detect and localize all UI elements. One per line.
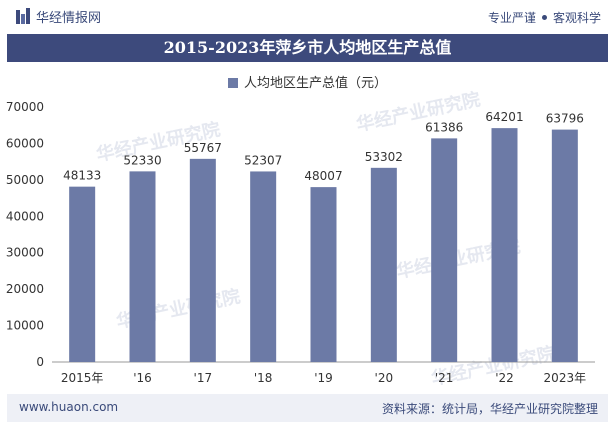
bar [491, 128, 518, 362]
y-tick-label: 40000 [6, 209, 44, 223]
data-label: 61386 [425, 120, 463, 134]
x-tick-label: '22 [495, 371, 514, 385]
bar [431, 138, 458, 362]
y-tick-label: 10000 [6, 319, 44, 333]
chart-legend: 人均地区生产总值（元） [0, 72, 615, 91]
chart-title: 2015-2023年萍乡市人均地区生产总值 [7, 34, 608, 62]
top-bar: 华经情报网 专业严谨 客观科学 [0, 0, 615, 34]
data-label: 48007 [304, 169, 342, 183]
brand-name: 华经情报网 [36, 11, 102, 26]
footer: www.huaon.com 资料来源：统计局，华经产业研究院整理 [7, 394, 608, 422]
bar [69, 186, 96, 362]
bar [250, 171, 277, 362]
data-label: 52307 [244, 153, 282, 167]
footer-url[interactable]: www.huaon.com [19, 400, 119, 414]
y-tick-label: 0 [36, 355, 44, 369]
tag-objective: 客观科学 [552, 11, 601, 25]
bar [189, 158, 216, 362]
bar [551, 129, 578, 362]
data-label: 55767 [184, 141, 222, 155]
logo-icon [16, 7, 30, 24]
bar [370, 167, 397, 362]
x-tick-label: '21 [435, 371, 454, 385]
brand[interactable]: 华经情报网 [16, 7, 101, 26]
data-label: 48133 [63, 169, 101, 183]
y-tick-label: 50000 [6, 173, 44, 187]
legend-swatch [227, 78, 238, 88]
bullet-icon [541, 15, 547, 20]
x-tick-label: '17 [194, 371, 213, 385]
x-tick-label: 2015年 [61, 371, 104, 385]
x-tick-label: '16 [133, 371, 152, 385]
bar [310, 187, 337, 362]
x-tick-label: '19 [314, 371, 333, 385]
data-label: 63796 [546, 112, 584, 126]
data-label: 64201 [485, 110, 523, 124]
legend-label: 人均地区生产总值（元） [243, 76, 387, 91]
y-tick-label: 70000 [6, 100, 44, 114]
data-label: 53302 [365, 150, 403, 164]
x-tick-label: 2023年 [544, 371, 587, 385]
x-tick-label: '18 [254, 371, 273, 385]
y-tick-label: 30000 [6, 246, 44, 260]
footer-source: 资料来源：统计局，华经产业研究院整理 [381, 402, 598, 416]
y-tick-label: 20000 [6, 282, 44, 296]
tagline: 专业严谨 客观科学 [488, 9, 601, 26]
y-tick-label: 60000 [6, 136, 44, 150]
bar [129, 171, 156, 362]
tag-professional: 专业严谨 [487, 11, 536, 25]
data-label: 52330 [123, 153, 161, 167]
x-tick-label: '20 [375, 371, 394, 385]
